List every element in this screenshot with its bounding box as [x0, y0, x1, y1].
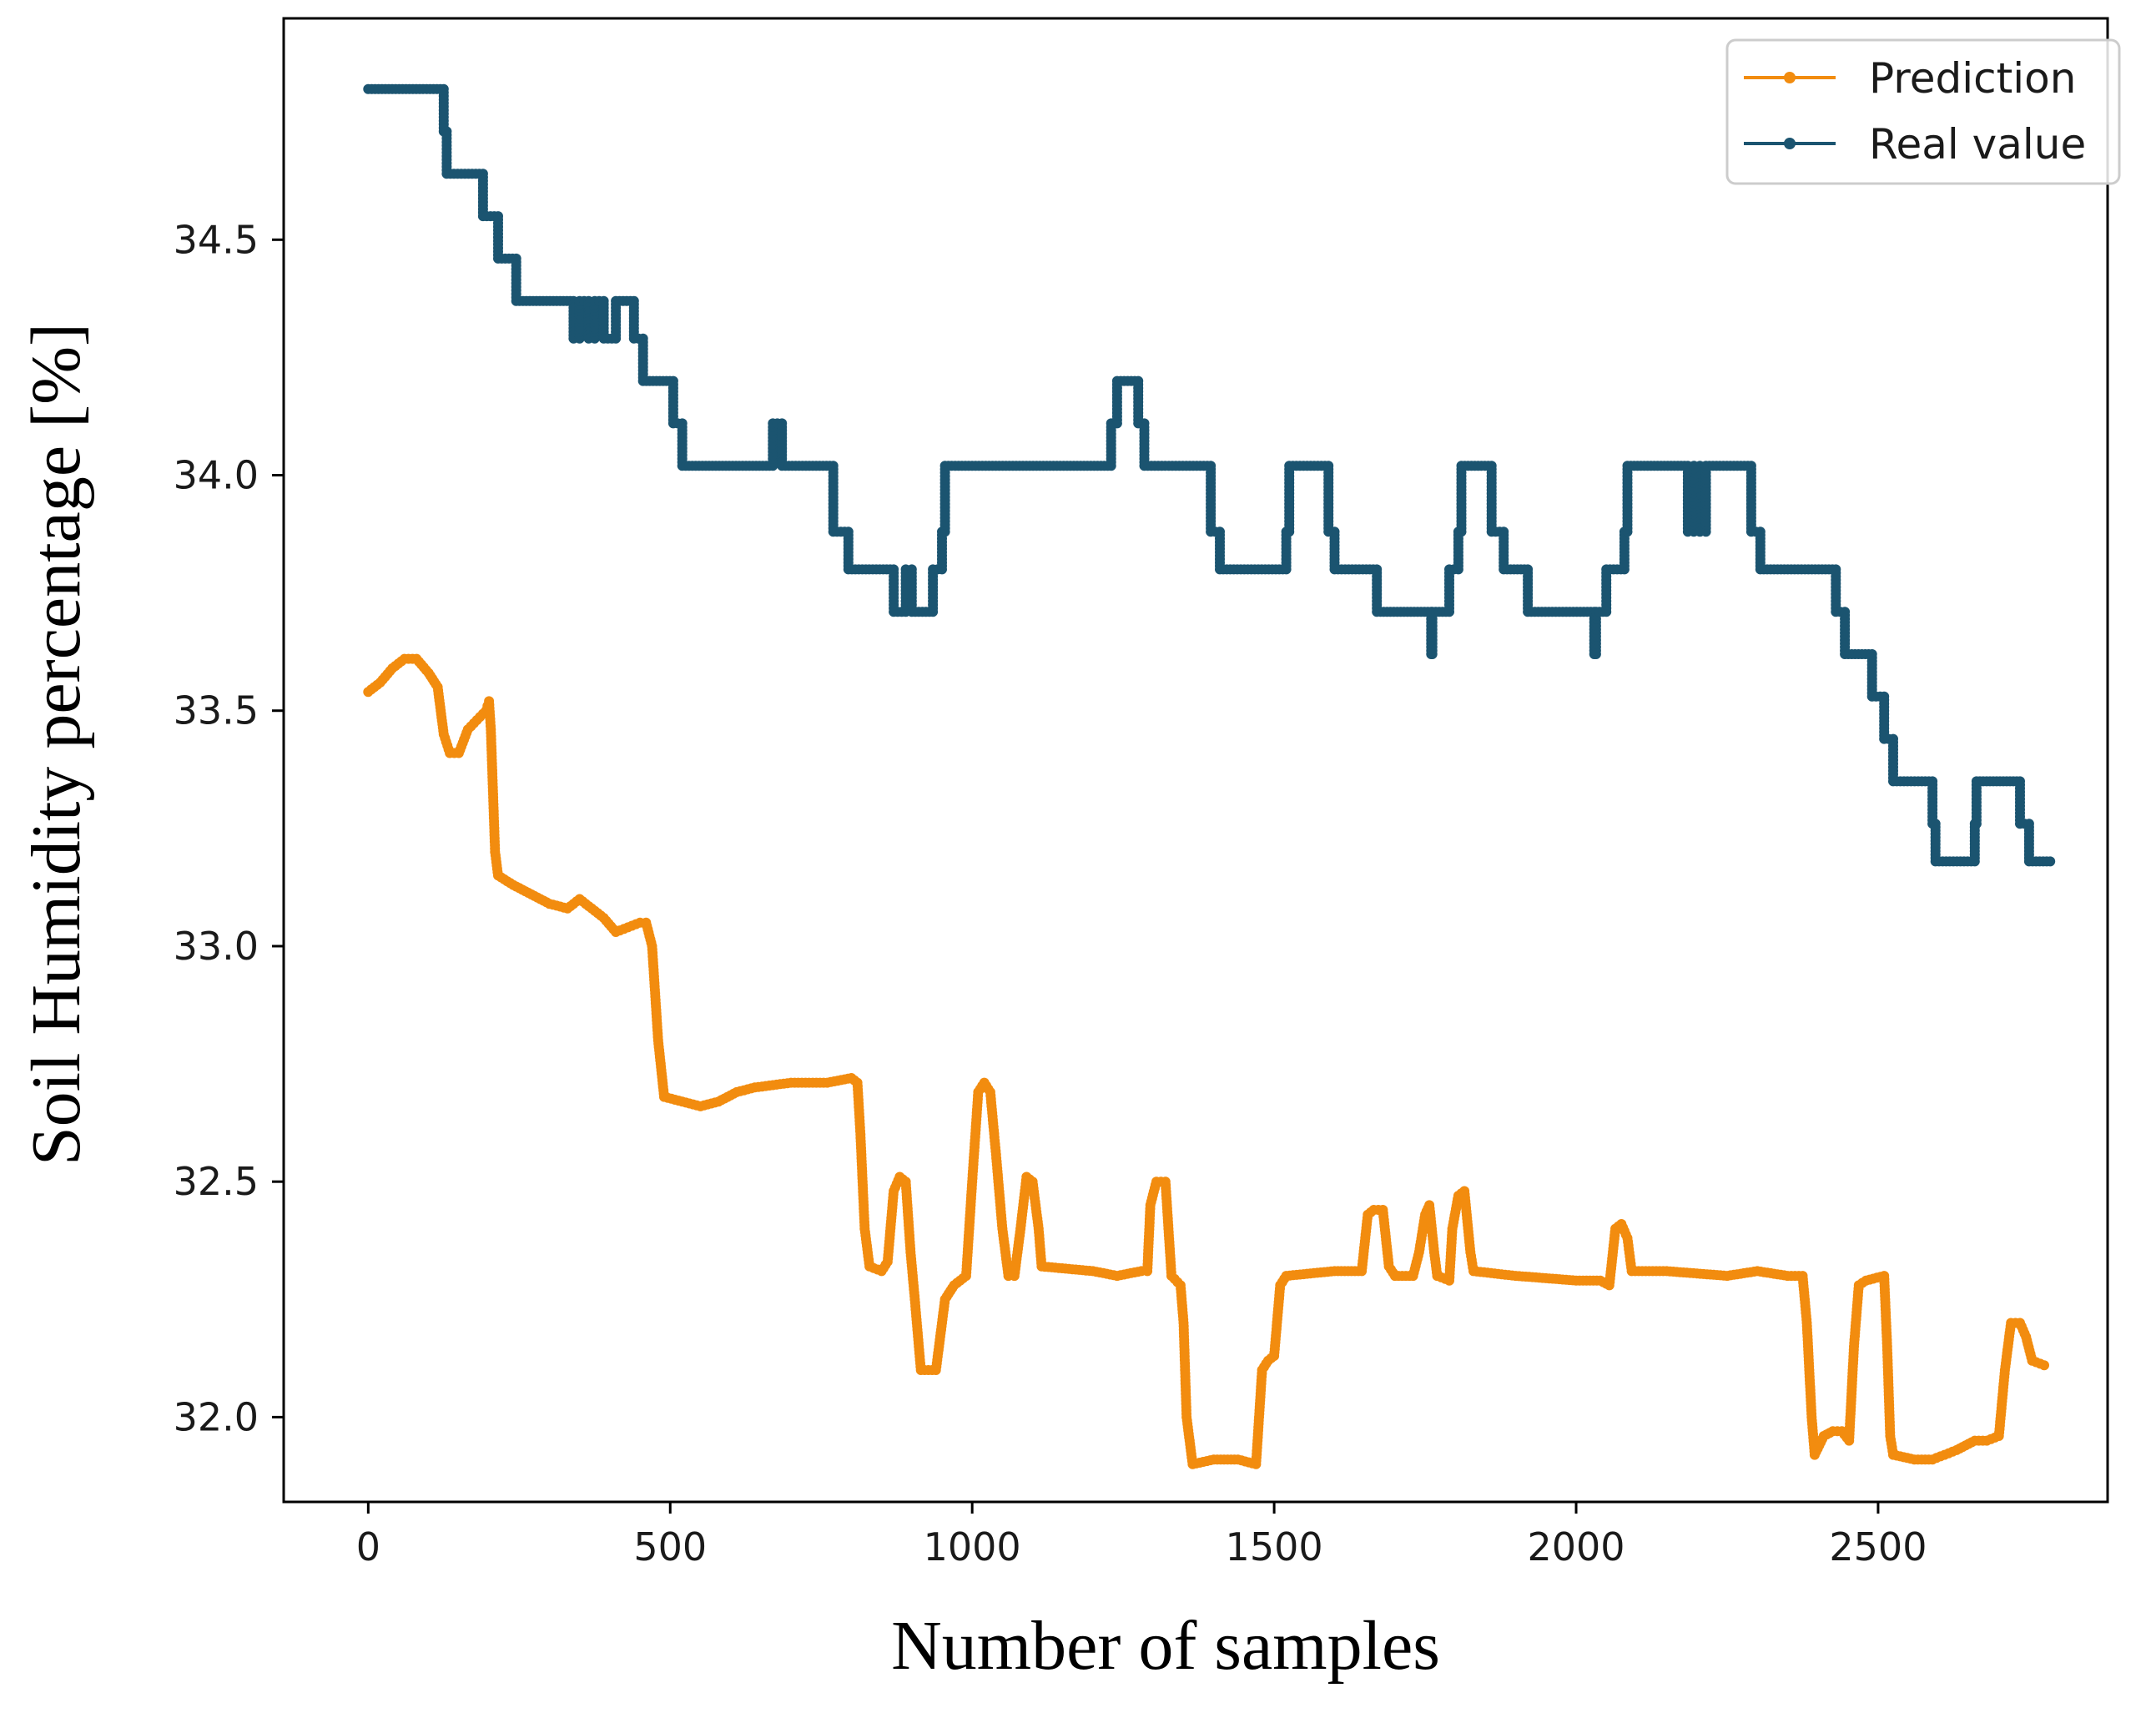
series-layer [363, 83, 2056, 1469]
y-tick-label: 32.5 [174, 1159, 259, 1204]
legend-label-real-value: Real value [1869, 120, 2086, 169]
data-point [2045, 856, 2056, 867]
y-axis-ticks: 32.0 32.5 33.0 33.5 34.0 34.5 [174, 217, 284, 1439]
y-tick-label: 33.5 [174, 688, 259, 733]
legend-marker-real-value [1784, 138, 1796, 149]
y-tick-label: 34.0 [174, 453, 259, 498]
x-tick-label: 0 [356, 1524, 380, 1569]
x-axis-label: Number of samples [891, 1607, 1440, 1685]
y-tick-label: 33.0 [174, 924, 259, 969]
x-tick-label: 2000 [1527, 1524, 1625, 1569]
plot-frame [282, 17, 2109, 1504]
series-markers-real-value [363, 83, 2056, 867]
legend-label-prediction: Prediction [1869, 54, 2076, 103]
y-axis-label: Soil Humidity percentage [%] [18, 323, 95, 1166]
x-axis-ticks: 0 500 1000 1500 2000 2500 [356, 1502, 1927, 1569]
legend-marker-prediction [1784, 72, 1796, 83]
x-tick-label: 2500 [1829, 1524, 1927, 1569]
legend: Prediction Real value [1725, 38, 2121, 185]
x-tick-label: 500 [633, 1524, 707, 1569]
data-point [2039, 1360, 2049, 1371]
series-real-value [363, 83, 2056, 867]
x-tick-label: 1000 [924, 1524, 1021, 1569]
series-markers-prediction [363, 653, 2049, 1469]
y-tick-label: 32.0 [174, 1394, 259, 1439]
x-tick-label: 1500 [1226, 1524, 1323, 1569]
y-tick-label: 34.5 [174, 217, 259, 262]
series-prediction [363, 653, 2049, 1469]
